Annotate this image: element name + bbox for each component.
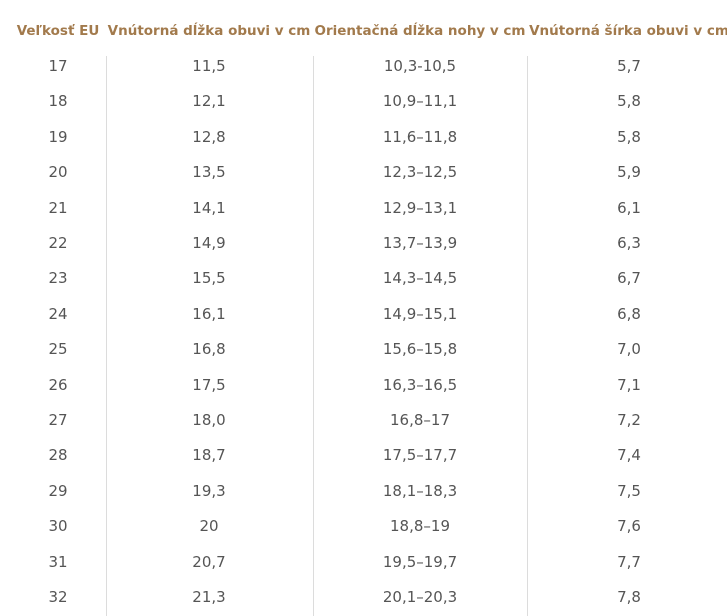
table-cell: 15,5 xyxy=(192,269,226,288)
column-header: Vnútorná dĺžka obuvi v cm xyxy=(107,23,311,39)
table-cell: 30 xyxy=(48,517,68,536)
table-cell: 19,3 xyxy=(192,481,226,500)
table-cell: 10,9–11,1 xyxy=(382,92,458,111)
table-cell: 31 xyxy=(48,552,68,571)
table-cell: 11,6–11,8 xyxy=(382,127,458,146)
column-divider xyxy=(106,56,107,616)
table-cell: 7,2 xyxy=(617,411,641,429)
table-cell: 29 xyxy=(48,481,68,500)
table-cell: 7,0 xyxy=(617,340,641,359)
table-cell: 17,5 xyxy=(192,375,226,394)
table-cell: 20,7 xyxy=(192,552,226,571)
table-cell: 27 xyxy=(48,411,68,429)
table-cell: 16,8–17 xyxy=(390,411,450,429)
table-cell: 12,8 xyxy=(192,127,226,146)
table-cell: 15,6–15,8 xyxy=(382,340,458,359)
table-cell: 7,8 xyxy=(617,588,641,606)
table-cell: 17 xyxy=(48,57,68,75)
table-cell: 10,3-10,5 xyxy=(383,57,457,75)
table-cell: 6,7 xyxy=(617,269,641,288)
table-cell: 20,1–20,3 xyxy=(382,588,458,606)
table-cell: 5,7 xyxy=(617,57,641,75)
table-cell: 16,3–16,5 xyxy=(382,375,458,394)
table-cell: 5,8 xyxy=(617,127,641,146)
table-cell: 7,6 xyxy=(617,517,641,536)
table-cell: 6,3 xyxy=(617,234,641,252)
table-cell: 11,5 xyxy=(192,57,226,75)
table-cell: 12,9–13,1 xyxy=(382,198,458,217)
table-cell: 17,5–17,7 xyxy=(382,446,458,465)
table-cell: 28 xyxy=(48,446,68,465)
table-cell: 6,8 xyxy=(617,304,641,323)
table-cell: 18,0 xyxy=(192,411,226,429)
table-cell: 19,5–19,7 xyxy=(382,552,458,571)
column-divider xyxy=(313,56,314,616)
table-cell: 7,7 xyxy=(617,552,641,571)
table-cell: 5,8 xyxy=(617,92,641,111)
table-cell: 21 xyxy=(48,198,68,217)
column-header: Veľkosť EU xyxy=(16,23,100,39)
table-cell: 24 xyxy=(48,304,68,323)
table-cell: 23 xyxy=(48,269,68,288)
table-cell: 13,5 xyxy=(192,163,226,182)
table-cell: 18 xyxy=(48,92,68,111)
column-header: Vnútorná šírka obuvi v cm xyxy=(529,23,727,39)
table-cell: 20 xyxy=(48,163,68,182)
table-cell: 26 xyxy=(48,375,68,394)
table-cell: 25 xyxy=(48,340,68,359)
table-cell: 19 xyxy=(48,127,68,146)
table-cell: 14,9 xyxy=(192,234,226,252)
table-cell: 12,3–12,5 xyxy=(382,163,458,182)
table-cell: 14,1 xyxy=(192,198,226,217)
table-cell: 13,7–13,9 xyxy=(382,234,458,252)
table-cell: 21,3 xyxy=(192,588,226,606)
table-cell: 12,1 xyxy=(192,92,226,111)
table-cell: 6,1 xyxy=(617,198,641,217)
column-header: Orientačná dĺžka nohy v cm xyxy=(314,23,526,39)
table-cell: 5,9 xyxy=(617,163,641,182)
table-cell: 16,1 xyxy=(192,304,226,323)
table-cell: 14,9–15,1 xyxy=(382,304,458,323)
table-cell: 18,7 xyxy=(192,446,226,465)
table-cell: 7,4 xyxy=(617,446,641,465)
table-cell: 14,3–14,5 xyxy=(382,269,458,288)
column-divider xyxy=(527,56,528,616)
table-cell: 18,8–19 xyxy=(390,517,450,536)
table-cell: 22 xyxy=(48,234,68,252)
table-cell: 18,1–18,3 xyxy=(382,481,458,500)
table-cell: 32 xyxy=(48,588,68,606)
table-cell: 20 xyxy=(199,517,219,536)
table-cell: 16,8 xyxy=(192,340,226,359)
table-cell: 7,1 xyxy=(617,375,641,394)
table-cell: 7,5 xyxy=(617,481,641,500)
